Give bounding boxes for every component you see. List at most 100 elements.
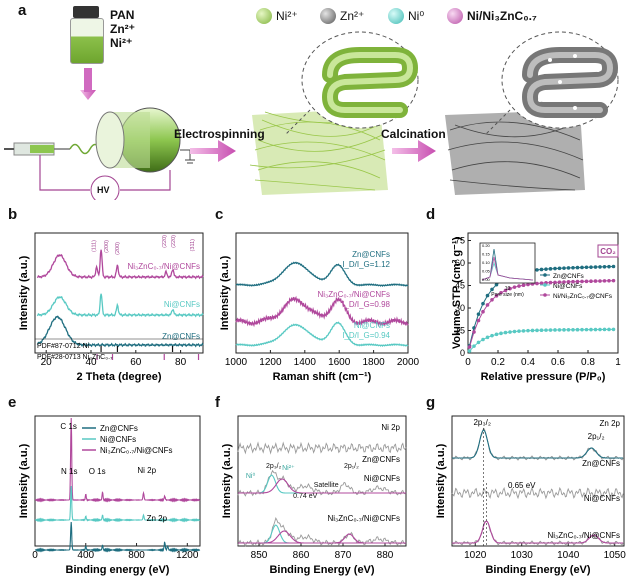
y-tick-label: 15 <box>455 326 465 336</box>
isotherm-point <box>521 329 526 333</box>
plot-frame <box>451 415 625 547</box>
xps-raw-line <box>237 516 407 547</box>
isotherm-point <box>566 280 571 284</box>
isotherm-line <box>469 328 614 352</box>
isotherm-point <box>512 329 517 334</box>
isotherm-point <box>539 267 544 272</box>
series-label: Ni@CNFs <box>354 321 390 330</box>
panel-e-label: e <box>8 394 17 411</box>
fitted-component <box>452 429 624 459</box>
isotherm-point <box>566 328 571 332</box>
legend-marker <box>543 283 547 287</box>
inset-psd-line <box>481 256 534 281</box>
ni0-sphere-icon <box>388 8 404 24</box>
id-ig-ratio: I_D/I_G=0.94 <box>342 331 390 340</box>
panel-a: a Ni²⁺ Zn²⁺ Ni⁰ Ni/Ni₃ZnC₀.₇ PAN Zn²⁺ Ni… <box>0 0 639 200</box>
xrd-series-line <box>36 249 204 280</box>
panel-c-label: c <box>215 206 224 223</box>
x-tick-label: 1030 <box>511 550 534 561</box>
legend-ni-ni3znc-label: Ni/Ni₃ZnC₀.₇ <box>467 9 537 23</box>
zn2-sphere-icon <box>320 8 336 24</box>
ni-ni3znc-sphere-icon <box>447 8 463 24</box>
isotherm-point <box>557 266 562 271</box>
isotherm-point <box>508 286 512 291</box>
peak-annotation: 2p₃/₂ <box>266 463 282 470</box>
plot-frame <box>235 232 409 354</box>
plot-frame <box>34 232 204 354</box>
isotherm-point <box>575 265 580 270</box>
isotherm-point <box>521 283 526 287</box>
isotherm-point <box>485 335 490 340</box>
legend-label: Ni@CNFs <box>100 435 136 444</box>
isotherm-point <box>517 284 521 288</box>
peak-label: (220) <box>162 235 168 248</box>
precursor-vial <box>70 6 104 64</box>
x-tick-label: 0.6 <box>551 357 565 368</box>
inset-y-tick: 0.10 <box>482 260 491 265</box>
inset-x-label: Pore size (nm) <box>491 292 524 298</box>
isotherm-point <box>584 327 589 332</box>
chart-e: 0 400 800 1200 Binding energy (eV) Intensity … <box>18 415 201 576</box>
x-tick-label: 870 <box>335 550 352 561</box>
y-tick-label: 60 <box>455 258 465 268</box>
peak-annotation: Ni 2p <box>137 466 156 475</box>
isotherm-point <box>481 301 485 306</box>
isotherm-point <box>481 337 485 342</box>
fitted-component <box>238 533 406 544</box>
series-label: Ni₃ZnC₀.₇/Ni@CNFs <box>547 531 620 540</box>
x-tick-label: 0.4 <box>521 357 535 368</box>
peak-annotation: C 1s <box>60 422 76 431</box>
gas-badge <box>597 244 619 258</box>
peak-label: (111) <box>91 240 97 252</box>
x-axis-label: Raman shift (cm⁻¹) <box>273 371 372 383</box>
peak-annotation: Zn 2p <box>147 514 168 523</box>
isotherm-point <box>589 265 593 269</box>
x-tick-label: 0 <box>32 550 38 561</box>
isotherm-point <box>539 328 544 333</box>
isotherm-point <box>544 267 548 271</box>
x-tick-label: 1600 <box>328 357 351 368</box>
legend-label: Ni@CNFs <box>553 283 583 290</box>
x-tick-label: 60 <box>130 357 142 368</box>
isotherm-point <box>494 282 499 287</box>
inset-x-tick: 10 <box>505 286 511 292</box>
x-axis-label: Relative pressure (P/P₀) <box>481 371 606 383</box>
isotherm-point <box>472 330 476 334</box>
x-tick-label: 0 <box>465 357 471 368</box>
xps-survey-line <box>34 485 201 523</box>
peak-annotation: 2p₁/₂ <box>588 432 605 441</box>
peak-annotation: Ni²⁺ <box>282 465 295 472</box>
legend-label: Ni₃ZnC₀.₇/Ni@CNFs <box>100 446 173 455</box>
isotherm-point <box>575 327 580 332</box>
isotherm-point <box>593 265 598 269</box>
reference-label: PDF#28-0713 Ni₃ZnC₀.₇ <box>37 354 113 361</box>
isotherm-point <box>548 267 553 271</box>
isotherm-point <box>607 264 611 269</box>
y-axis-label: Intensity (a.u.) <box>219 255 231 330</box>
isotherm-point <box>580 327 584 332</box>
isotherm-point <box>584 279 589 284</box>
y-tick-label: 30 <box>455 303 465 313</box>
raman-series-line <box>235 295 409 328</box>
y-axis-label: Intensity (a.u.) <box>18 443 30 518</box>
y-tick-label: 0 <box>460 348 465 358</box>
step-calcination: Calcination <box>381 127 446 141</box>
isotherm-point <box>593 279 598 283</box>
isotherm-point <box>503 330 508 335</box>
legend-marker <box>543 293 547 297</box>
isotherm-point <box>476 318 481 323</box>
isotherm-point <box>611 327 616 332</box>
isotherm-point <box>598 327 602 332</box>
chart-c: 1000 1200 1400 1600 1800 2000 Raman shift (cm⁻… <box>219 232 420 383</box>
peak-label: (311) <box>190 239 196 252</box>
xps-raw-line <box>237 441 407 455</box>
series-label: Zn@CNFs <box>582 459 620 468</box>
isotherm-point <box>553 266 557 271</box>
chart-title: Zn 2p <box>600 419 621 428</box>
isotherm-point <box>553 328 557 332</box>
legend-ni0-label: Ni⁰ <box>408 9 425 23</box>
fitted-component <box>238 478 406 494</box>
x-tick-label: 2000 <box>397 357 420 368</box>
isotherm-point <box>517 329 521 333</box>
